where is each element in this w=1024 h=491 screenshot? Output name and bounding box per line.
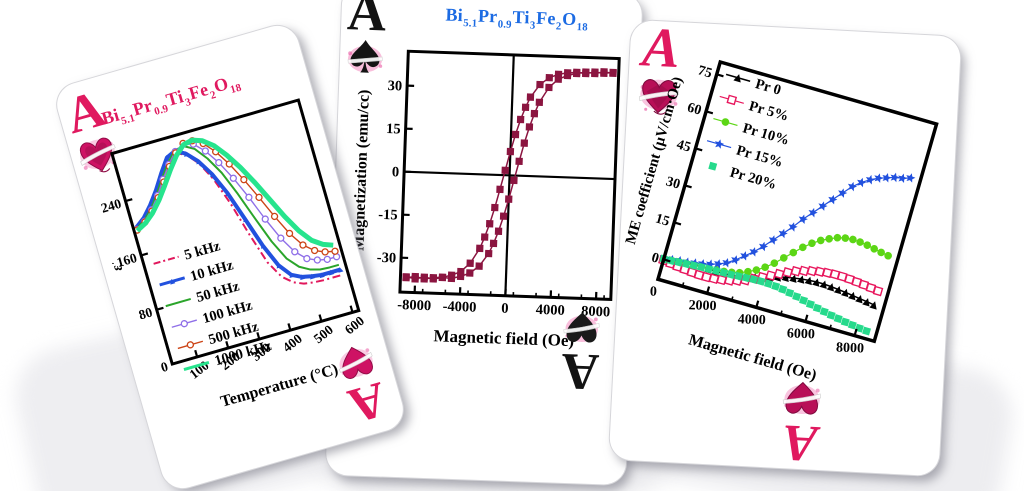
svg-text:0: 0	[392, 164, 400, 180]
card-right-bottom-corner: A	[777, 376, 826, 473]
svg-text:0: 0	[501, 301, 509, 317]
decorated-heart-icon	[338, 347, 374, 380]
spade-icon	[347, 39, 383, 73]
svg-text:30: 30	[387, 78, 402, 94]
svg-text:0: 0	[650, 284, 658, 299]
svg-text:2000: 2000	[688, 298, 717, 314]
svg-text:Pr 0: Pr 0	[753, 76, 782, 99]
series-descending branch	[402, 68, 617, 283]
series-50 kHz	[136, 145, 340, 271]
svg-text:45: 45	[675, 137, 693, 155]
card-middle-bottom-corner: A	[559, 307, 604, 401]
legend: Pr 0Pr 5%Pr 10%Pr 15%Pr 20%	[706, 73, 791, 194]
card-middle-title: Bi5.1Pr0.9Ti3Fe2O18	[445, 4, 589, 34]
tick-labels: 0 2000 4000 6000 8000 0 15 30 45 60 75	[650, 63, 865, 356]
card-left-top-corner: A	[59, 80, 125, 182]
svg-text:4000: 4000	[535, 302, 565, 319]
svg-text:60: 60	[685, 100, 703, 118]
svg-text:75: 75	[696, 63, 714, 81]
x-axis-label: Magnetic field (Oe)	[433, 326, 574, 350]
card-right-chart-wrap: 0 2000 4000 6000 8000 0 15 30 45 60 75 Magnetic fie…	[609, 40, 955, 412]
svg-text:6000: 6000	[787, 326, 816, 342]
card-right: A 0 2000 4000 6000 8000 0 15 30 45 60 75 Magnetic f…	[608, 19, 962, 477]
svg-text:240: 240	[99, 196, 123, 216]
card-left-bottom-corner: A	[330, 337, 393, 436]
decorated-heart-icon	[639, 78, 680, 115]
tick-labels: -8000 -4000 0 4000 8000 -30 -15 0 15 30	[376, 78, 611, 320]
card-middle-rank-flipped: A	[560, 341, 601, 401]
series-5 kHz	[136, 151, 343, 285]
decorated-heart-icon	[79, 137, 116, 173]
decorated-heart-icon	[782, 381, 821, 415]
card-left: A Bi5.1Pr0.9Ti3Fe2O18 100 200 300 400 500 600…	[51, 20, 409, 491]
svg-text:30: 30	[664, 174, 682, 192]
card-middle: A Bi5.1Pr0.9Ti3Fe2O18 -8000 -4000 0 4000 800…	[325, 0, 643, 486]
card-right-rank-flipped: A	[781, 413, 819, 473]
svg-text:80: 80	[137, 304, 154, 322]
svg-text:Pr 20%: Pr 20%	[728, 165, 778, 194]
svg-text:400: 400	[280, 331, 305, 355]
black-heart-icon	[563, 312, 600, 343]
svg-text:Pr 5%: Pr 5%	[747, 98, 790, 125]
svg-text:5 kHz: 5 kHz	[182, 238, 222, 264]
y-axis-label: Magnetization (emu/cc)	[350, 89, 373, 251]
y-axis-label: ε'	[108, 259, 126, 273]
svg-text:160: 160	[115, 250, 139, 270]
svg-text:600: 600	[342, 313, 367, 337]
svg-text:0: 0	[159, 359, 170, 375]
x-axis-label: Temperature (°C)	[219, 361, 340, 411]
svg-text:-15: -15	[378, 207, 398, 224]
chart-root: -8000 -4000 0 4000 8000 -30 -15 0 15 30 Magnetic f…	[350, 49, 621, 350]
series-1000 kHz	[135, 137, 334, 248]
magnetization-hysteresis-chart: -8000 -4000 0 4000 8000 -30 -15 0 15 30 Magnetic f…	[350, 49, 621, 350]
card-middle-top-corner: A	[343, 0, 388, 79]
svg-text:-30: -30	[376, 250, 396, 267]
svg-text:-4000: -4000	[442, 299, 476, 316]
svg-text:-8000: -8000	[397, 297, 431, 314]
svg-text:500: 500	[311, 322, 336, 346]
card-middle-rank: A	[346, 0, 388, 43]
svg-text:8000: 8000	[581, 303, 611, 320]
card-middle-title-wrap: Bi5.1Pr0.9Ti3Fe2O18	[399, 3, 635, 35]
svg-text:0: 0	[650, 250, 661, 266]
svg-text:4000: 4000	[737, 312, 766, 328]
svg-text:15: 15	[386, 121, 401, 137]
series-Pr 20%	[659, 254, 872, 336]
svg-text:8000: 8000	[836, 340, 865, 356]
card-left-rank-flipped: A	[342, 371, 393, 436]
card-right-top-corner: A	[635, 20, 686, 119]
svg-text:15: 15	[654, 211, 672, 229]
